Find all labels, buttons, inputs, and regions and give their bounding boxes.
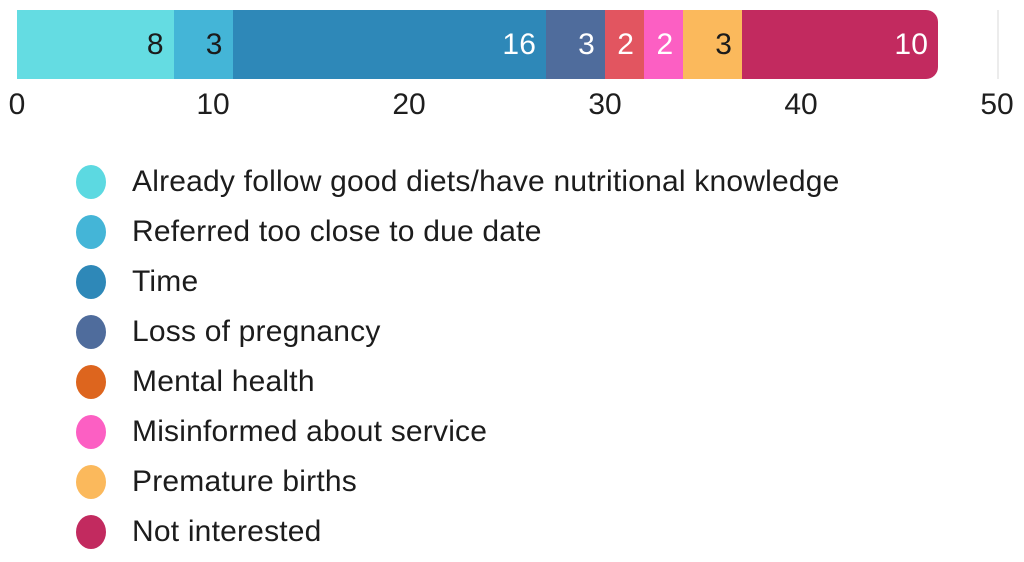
legend-label: Mental health <box>132 365 315 398</box>
legend-label: Not interested <box>132 515 322 548</box>
legend-label: Premature births <box>132 465 357 498</box>
x-axis-tick-40: 40 <box>784 88 818 121</box>
legend-swatch-circle-icon <box>76 415 106 449</box>
legend-item-4: Loss of pregnancy <box>76 315 840 349</box>
segment-value-label: 3 <box>205 27 223 61</box>
legend-swatch-circle-icon <box>76 315 106 349</box>
bar-segment-6: 2 <box>644 10 684 79</box>
segment-value-label: 3 <box>715 27 733 61</box>
legend-item-6: Misinformed about service <box>76 415 840 449</box>
legend-label: Time <box>132 265 199 298</box>
legend-label: Referred too close to due date <box>132 215 542 248</box>
legend-swatch-circle-icon <box>76 515 106 549</box>
legend-item-1: Already follow good diets/have nutrition… <box>76 165 840 199</box>
legend-item-3: Time <box>76 265 840 299</box>
x-axis-tick-0: 0 <box>8 88 26 121</box>
gridline-50 <box>997 10 999 79</box>
segment-value-label: 3 <box>578 27 595 61</box>
bar-segment-4: 3 <box>546 10 605 79</box>
legend-swatch-circle-icon <box>76 465 106 499</box>
bar-segment-5: 2 <box>604 10 645 79</box>
legend-label: Misinformed about service <box>132 415 488 448</box>
bar-segment-3: 16 <box>232 10 547 79</box>
x-axis-tick-10: 10 <box>196 88 230 121</box>
legend-swatch-circle-icon <box>76 165 106 199</box>
bar-segment-7: 3 <box>683 10 743 79</box>
legend-label: Loss of pregnancy <box>132 315 381 348</box>
segment-value-label: 2 <box>617 27 635 61</box>
x-axis-tick-50: 50 <box>980 88 1014 121</box>
stacked-bar-chart: 8 3 16 3 2 2 3 10 <box>17 10 999 79</box>
x-axis-tick-20: 20 <box>392 88 426 121</box>
legend-swatch-circle-icon <box>76 215 106 249</box>
segment-value-label: 2 <box>656 27 674 61</box>
segment-value-label: 8 <box>146 27 164 61</box>
legend-item-5: Mental health <box>76 365 840 399</box>
legend-item-7: Premature births <box>76 465 840 499</box>
x-axis: 0 10 20 30 40 50 <box>9 88 1014 126</box>
bar-segment-2: 3 <box>173 10 233 79</box>
x-axis-tick-30: 30 <box>588 88 622 121</box>
legend-label: Already follow good diets/have nutrition… <box>132 165 840 198</box>
legend-item-8: Not interested <box>76 515 840 549</box>
segment-value-label: 10 <box>894 27 929 61</box>
legend: Already follow good diets/have nutrition… <box>76 165 840 549</box>
legend-item-2: Referred too close to due date <box>76 215 840 249</box>
legend-swatch-circle-icon <box>76 365 106 399</box>
bar-segment-8: 10 <box>742 10 939 79</box>
bar-segment-1: 8 <box>17 10 174 79</box>
stacked-bar: 8 3 16 3 2 2 3 10 <box>17 10 997 79</box>
segment-value-label: 16 <box>502 27 537 61</box>
legend-swatch-circle-icon <box>76 265 106 299</box>
